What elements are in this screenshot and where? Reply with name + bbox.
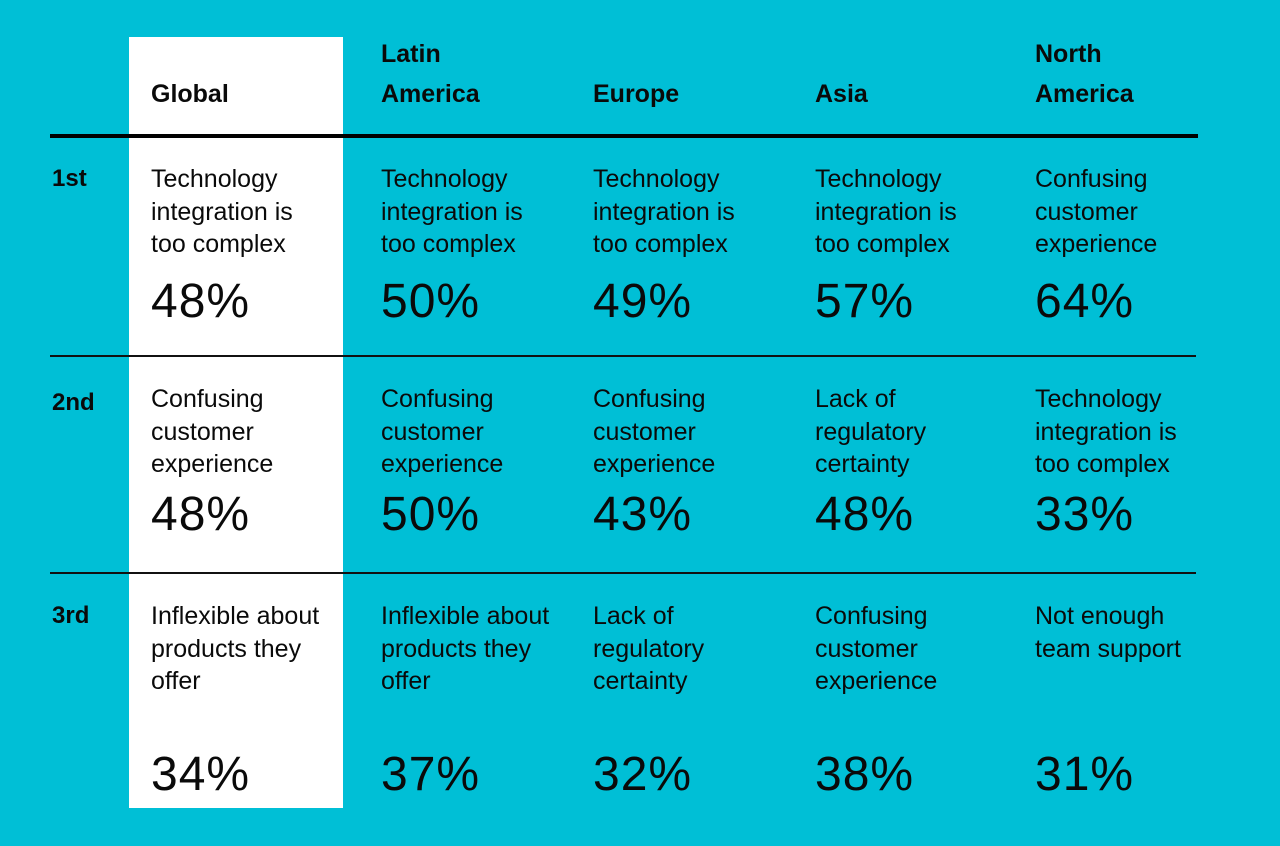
- challenge-text: Inflexible about products they offer: [381, 602, 550, 695]
- column-header-europe: Europe: [593, 80, 680, 108]
- global-column-highlight: [129, 37, 343, 808]
- challenge-percentage: 50%: [381, 275, 481, 328]
- column-header-global: Global: [151, 80, 229, 108]
- challenge-text: Lack of regulatory certainty: [815, 385, 927, 478]
- challenge-percentage: 32%: [593, 748, 693, 801]
- challenge-percentage: 38%: [815, 748, 915, 801]
- row-divider: [50, 355, 1196, 357]
- challenge-percentage: 48%: [815, 488, 915, 541]
- challenge-text: Confusing customer experience: [815, 602, 938, 695]
- challenge-text: Inflexible about products they offer: [151, 602, 320, 695]
- challenge-percentage: 49%: [593, 275, 693, 328]
- challenge-text: Confusing customer experience: [593, 385, 716, 478]
- column-header-north-america: North America: [1035, 40, 1134, 108]
- challenge-text: Confusing customer experience: [1035, 165, 1158, 258]
- challenge-text: Technology integration is too complex: [381, 165, 523, 258]
- challenge-percentage: 50%: [381, 488, 481, 541]
- challenge-percentage: 48%: [151, 488, 251, 541]
- challenge-percentage: 64%: [1035, 275, 1135, 328]
- challenge-text: Confusing customer experience: [381, 385, 504, 478]
- challenge-text: Technology integration is too complex: [1035, 385, 1177, 478]
- challenge-text: Technology integration is too complex: [815, 165, 957, 258]
- challenge-percentage: 31%: [1035, 748, 1135, 801]
- challenge-text: Technology integration is too complex: [151, 165, 293, 258]
- challenge-percentage: 34%: [151, 748, 251, 801]
- challenge-text: Confusing customer experience: [151, 385, 274, 478]
- challenge-percentage: 57%: [815, 275, 915, 328]
- challenge-percentage: 48%: [151, 275, 251, 328]
- challenge-text: Not enough team support: [1035, 602, 1181, 663]
- row-divider: [50, 572, 1196, 574]
- challenge-text: Lack of regulatory certainty: [593, 602, 705, 695]
- rank-label: 3rd: [52, 602, 90, 629]
- challenge-percentage: 33%: [1035, 488, 1135, 541]
- column-header-latin-america: Latin America: [381, 40, 480, 108]
- challenge-text: Technology integration is too complex: [593, 165, 735, 258]
- rank-label: 1st: [52, 165, 87, 192]
- challenge-percentage: 37%: [381, 748, 481, 801]
- rank-label: 2nd: [52, 389, 95, 416]
- header-divider: [50, 134, 1198, 138]
- column-header-asia: Asia: [815, 80, 868, 108]
- challenge-percentage: 43%: [593, 488, 693, 541]
